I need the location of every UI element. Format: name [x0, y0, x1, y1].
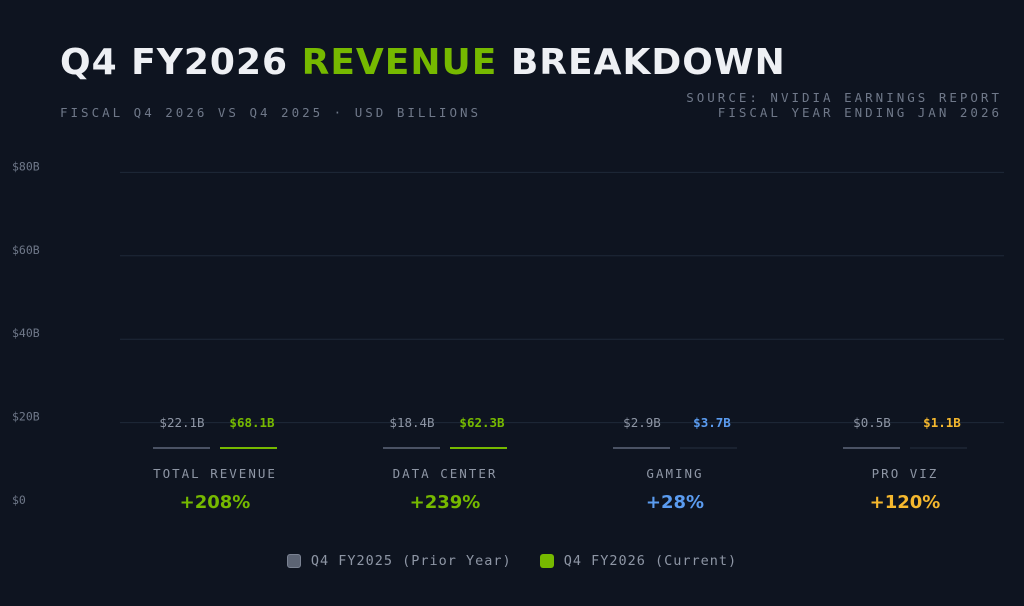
- data-label-current-1: $62.3B: [459, 415, 505, 430]
- title-part1: Q4 FY2026: [60, 42, 289, 83]
- legend-label-prior: Q4 FY2025 (Prior Year): [310, 553, 512, 569]
- legend-item-prior[interactable]: Q4 FY2025 (Prior Year): [286, 553, 512, 569]
- y-tick-label-2: $40B: [12, 326, 40, 340]
- chart-legend: Q4 FY2025 (Prior Year) Q4 FY2026 (Curren…: [0, 553, 1024, 569]
- data-label-current-2: $3.7B: [693, 415, 731, 430]
- category-label-1: DATA CENTER: [393, 466, 498, 481]
- legend-swatch-current: [539, 554, 554, 568]
- growth-label-0: +208%: [180, 492, 251, 513]
- source-line-2: FISCAL YEAR ENDING JAN 2026: [717, 105, 1002, 120]
- y-tick-label-4: $80B: [12, 159, 40, 173]
- data-label-prior-1: $18.4B: [389, 415, 434, 430]
- growth-label-2: +28%: [646, 492, 704, 513]
- data-label-current-0: $68.1B: [229, 415, 275, 430]
- source-note: SOURCE: NVIDIA EARNINGS REPORT FISCAL YE…: [686, 90, 1002, 120]
- data-label-current-3: $1.1B: [923, 415, 961, 430]
- growth-label-3: +120%: [870, 492, 941, 513]
- chart-title: Q4 FY2026 REVENUE BREAKDOWN: [60, 42, 786, 83]
- y-tick-label-1: $20B: [12, 410, 40, 424]
- data-label-prior-3: $0.5B: [853, 415, 891, 430]
- y-tick-label-0: $0: [12, 493, 26, 507]
- legend-swatch-prior: [286, 554, 301, 568]
- legend-label-current: Q4 FY2026 (Current): [563, 553, 738, 569]
- title-accent: REVENUE: [301, 42, 498, 83]
- source-line-1: SOURCE: NVIDIA EARNINGS REPORT: [686, 90, 1002, 105]
- growth-label-1: +239%: [410, 492, 481, 513]
- category-label-3: PRO VIZ: [872, 466, 939, 481]
- y-tick-label-3: $60B: [12, 243, 40, 257]
- chart-subtitle: FISCAL Q4 2026 VS Q4 2025 · USD BILLIONS: [60, 105, 482, 120]
- category-label-2: GAMING: [646, 466, 703, 481]
- data-label-prior-0: $22.1B: [159, 415, 204, 430]
- title-part2: BREAKDOWN: [510, 42, 786, 83]
- category-label-0: TOTAL REVENUE: [153, 466, 277, 481]
- legend-item-current[interactable]: Q4 FY2026 (Current): [539, 553, 738, 569]
- data-label-prior-2: $2.9B: [623, 415, 661, 430]
